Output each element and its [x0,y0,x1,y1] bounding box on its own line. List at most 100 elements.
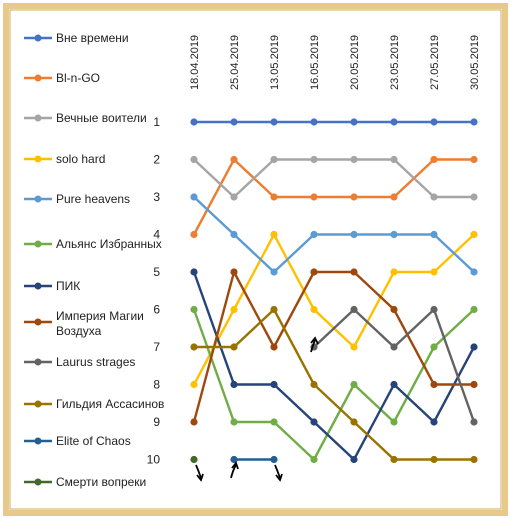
frame-inner-line [9,9,502,510]
legend-item: solo hard [24,152,105,166]
x-axis-dates: 18.04.2019 25.04.2019 13.05.2019 16.05.2019… [189,35,481,90]
series-point [430,343,438,351]
legend-swatch-marker [34,74,42,82]
legend-item: Elite of Chaos [24,434,131,448]
series-point [350,455,358,464]
legend-swatch-marker [34,437,42,445]
series-point [350,305,358,314]
legend-label: Pure heavens [56,192,130,206]
series-line [192,158,474,236]
legend-label: Вечные воители [56,111,147,125]
legend-item: Смерти вопреки [24,475,146,489]
y-tick-label: 2 [153,153,160,167]
series-point [430,193,438,201]
series-point [430,455,438,464]
series-points [190,118,478,464]
series-point [190,193,198,201]
series-point [230,155,238,164]
y-tick-label: 9 [153,415,160,429]
series-point [350,193,358,201]
legend-swatch-marker [34,155,42,163]
series-point [190,418,198,426]
legend-label: ПИК [56,279,80,293]
legend-label: Гильдия Ассасинов [56,397,164,411]
series-point [190,380,198,389]
series-point [470,155,478,164]
series-point [430,118,438,126]
legend-swatch-marker [34,34,42,42]
x-tick-label: 23.05.2019 [389,35,401,90]
y-tick-label: 6 [153,303,160,317]
series-point [470,343,478,351]
series-point [470,193,478,201]
series-point [270,418,278,426]
legend-swatch-marker [34,400,42,408]
arrow-down-2 [274,464,281,479]
series-point [470,380,478,389]
series-point [230,230,238,239]
series-point [350,418,358,426]
legend: Вне времени Bl-n-GO Вечные воители solo har… [24,31,164,489]
series-point [230,380,238,389]
legend-item: Вечные воители [24,111,147,125]
series-point [190,455,198,464]
series-point [470,118,478,126]
series-point [310,155,318,164]
series-point [350,118,358,126]
legend-item: ПИК [24,279,80,293]
series-point [350,343,358,351]
series-point [470,455,478,464]
series-line [192,308,475,461]
legend-label: Вне времени [56,31,129,45]
x-tick-label: 30.05.2019 [469,35,481,90]
legend-item: Pure heavens [24,192,130,206]
series-lines [192,120,476,461]
y-tick-label: 5 [153,265,160,279]
series-point [350,155,358,164]
series-point [430,230,438,239]
series-point [190,230,198,239]
y-tick-label: 10 [147,453,161,467]
series-line [192,270,474,423]
legend-item: Гильдия Ассасинов [24,397,164,411]
series-point [310,380,318,389]
series-point [310,268,318,276]
x-tick-label: 16.05.2019 [309,35,321,90]
series-point [230,305,238,314]
legend-swatch-marker [34,195,42,203]
series-point [390,230,398,239]
series-point [270,155,278,164]
legend-label: Elite of Chaos [56,434,131,448]
series-point [310,305,318,314]
arrow-up-1 [230,464,237,479]
legend-label: Смерти вопреки [56,475,146,489]
series-point [350,380,358,389]
legend-swatch-marker [34,478,42,486]
x-tick-label: 18.04.2019 [189,35,201,90]
series-point [230,193,238,201]
series-point [230,343,238,351]
series-point [430,305,438,314]
series-point [310,230,318,239]
legend-item: Bl-n-GO [24,71,100,85]
arrows [195,336,319,482]
series-point [230,268,238,276]
series-point [270,343,278,351]
legend-swatch-marker [34,318,42,326]
arrow-down-1-head [196,473,204,482]
legend-item: Laurus strages [24,355,135,369]
series-point [230,455,238,464]
series-point [190,118,198,126]
series-point [350,268,358,276]
series-point [270,305,278,314]
arrow-up-2-head [310,336,319,345]
series-point [430,380,438,389]
legend-item: Альянс Избранных [24,237,162,251]
series-point [390,193,398,201]
y-tick-label: 8 [153,378,160,392]
series-point [390,118,398,126]
series-point [270,193,278,201]
y-tick-label: 3 [153,190,160,204]
series-point [470,418,478,426]
